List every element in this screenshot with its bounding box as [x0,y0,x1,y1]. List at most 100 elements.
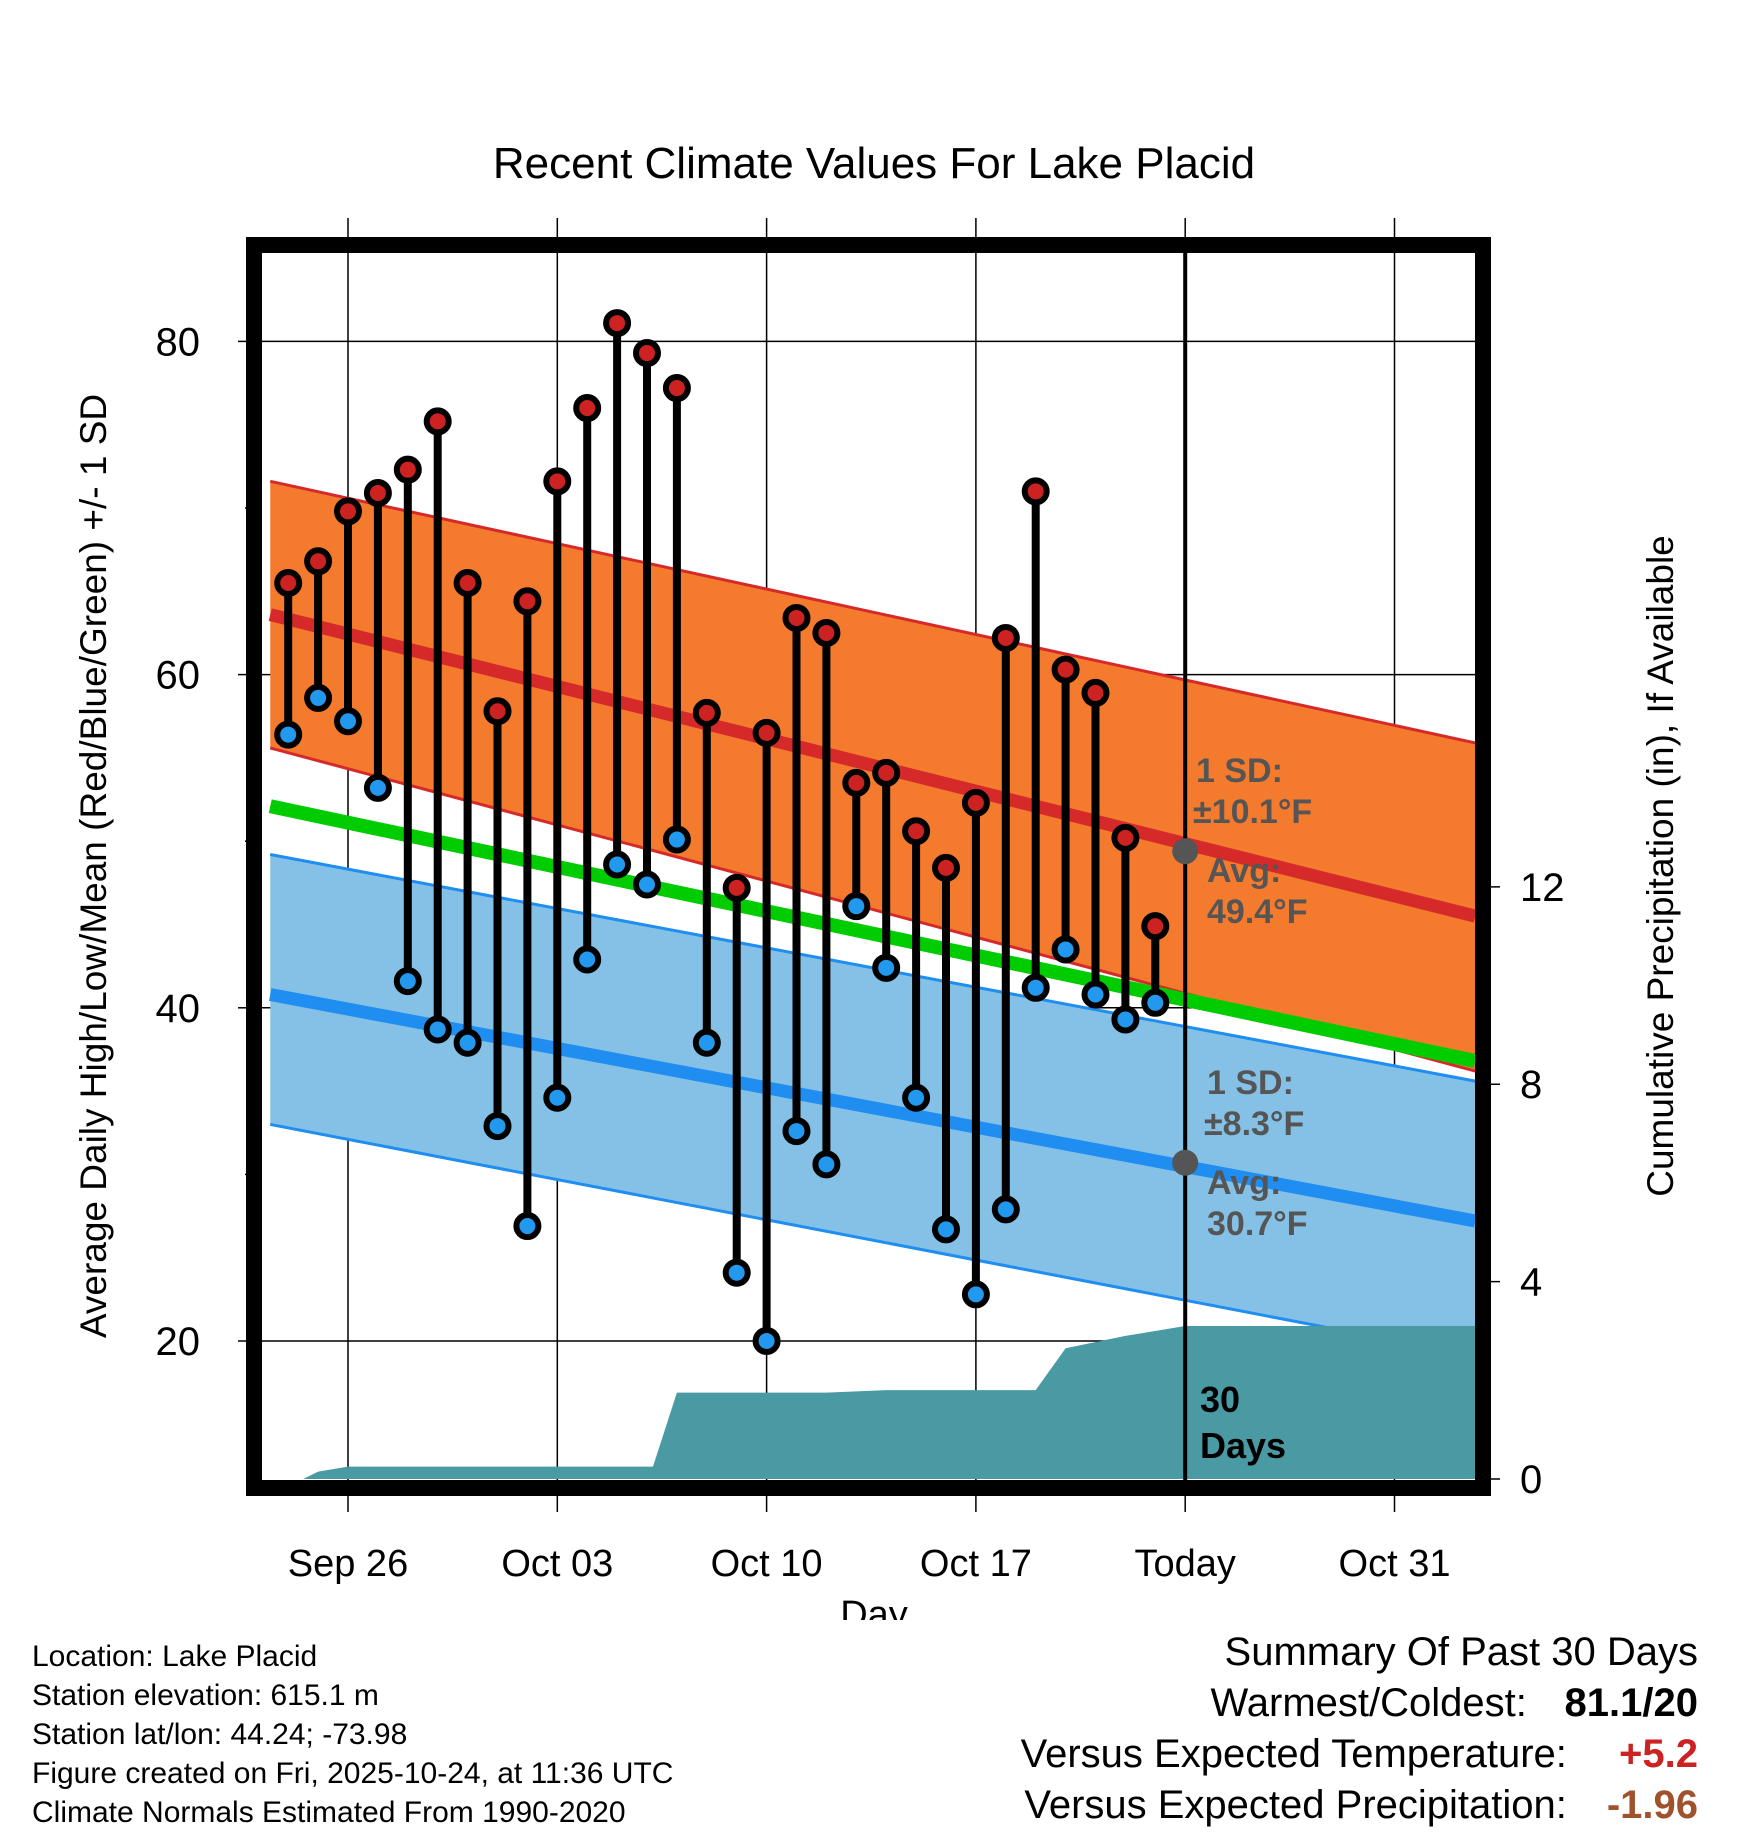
plot-frame [246,237,1491,1496]
daily-high-point [902,817,931,846]
precip-anomaly-label: Versus Expected Precipitation: [1024,1783,1567,1827]
daily-high-point [363,479,392,508]
daily-high-point [1111,823,1140,852]
warm-cold-value: 81.1/20 [1564,1681,1698,1725]
x-tick-label: Oct 31 [1339,1543,1451,1585]
daily-high-point [393,455,422,484]
daily-high-point [782,603,811,632]
x-tick-label: Sep 26 [288,1543,408,1585]
low-avg-marker [1172,1149,1199,1176]
daily-low-point [812,1150,841,1179]
days-count-label: 30 [1200,1379,1240,1420]
low-sd-label: 1 SD: [1207,1064,1294,1102]
daily-high-point [603,309,632,338]
high-sd-label: 1 SD: [1196,752,1283,790]
y-tick-label: 20 [156,1320,201,1364]
daily-high-point [304,547,333,576]
location-text: Location: Lake Placid [32,1640,318,1673]
daily-low-point [722,1258,751,1287]
daily-high-point [1081,678,1110,707]
x-tick-label: Oct 03 [501,1543,613,1585]
daily-low-point [932,1215,960,1244]
daily-high-point [543,467,572,496]
chart-title: Recent Climate Values For Lake Placid [493,139,1255,188]
daily-high-point [483,697,512,726]
daily-low-point [782,1117,811,1146]
temp-anomaly-label: Versus Expected Temperature: [1020,1732,1567,1776]
days-word-label: Days [1200,1425,1286,1466]
precip-anomaly-value: -1.96 [1606,1783,1698,1827]
summary-temp-row: Versus Expected Temperature: +5.2 [1021,1729,1698,1780]
daily-low-point [991,1195,1020,1224]
low-avg-value: 30.7°F [1207,1205,1308,1243]
y2-tick-label: 0 [1520,1458,1542,1502]
elevation-text: Station elevation: 615.1 m [32,1679,379,1712]
daily-high-point [1051,655,1080,684]
high-sd-band-edge [269,479,1475,745]
warm-cold-label: Warmest/Coldest: [1210,1681,1527,1725]
daily-high-point [1141,912,1170,941]
daily-low-point [603,850,632,879]
daily-high-point [633,339,661,368]
daily-low-point [334,707,362,736]
climate-chart: Recent Climate Values For Lake Placid 1 … [73,139,1681,1620]
summary-title: Summary Of Past 30 Days [1224,1630,1698,1674]
daily-high-point [842,768,871,797]
daily-low-point [573,945,602,974]
summary-precip-row: Versus Expected Precipitation: -1.96 [1021,1780,1698,1831]
daily-low-point [274,720,303,749]
daily-high-point [692,698,721,727]
x-axis-label: Day [840,1594,908,1620]
daily-high-point [453,568,482,597]
daily-high-point [991,623,1020,652]
daily-low-point [363,773,392,802]
daily-high-point [423,407,452,436]
y2-tick-label: 4 [1520,1261,1542,1305]
daily-low-point [1021,973,1050,1002]
axes: 20 40 60 80 0 4 8 12 Sep 26 Oct 03 Oct 10 Oct 17 Tod… [156,218,1565,1585]
y2-tick-label: 12 [1520,866,1565,910]
daily-low-point [543,1083,572,1112]
y-axis-label: Average Daily High/Low/Mean (Red/Blue/Gr… [73,394,114,1338]
station-info: Location: Lake Placid Station elevation:… [32,1637,673,1832]
daily-high-point [1021,477,1050,506]
y-tick-label: 60 [156,654,201,698]
daily-high-point [662,374,691,403]
daily-low-point [453,1028,482,1057]
plot-area [268,309,1475,1479]
y-tick-label: 80 [156,320,201,364]
x-tick-label: Today [1134,1543,1235,1585]
y-tick-label: 40 [156,987,201,1031]
daily-high-point [812,618,841,647]
x-tick-label: Oct 17 [920,1543,1032,1585]
high-avg-marker [1172,838,1199,865]
daily-low-point [393,967,422,996]
daily-high-point [573,394,602,423]
daily-low-point [692,1028,721,1057]
annotations: 1 SD: ±10.1°F Avg: 49.4°F 1 SD: ±8.3°F A… [1193,752,1312,1466]
daily-low-point [1111,1005,1140,1034]
high-sd-value: ±10.1°F [1193,793,1312,831]
daily-high-point [334,497,362,526]
daily-low-point [304,683,333,712]
daily-high-point [752,718,781,747]
daily-low-point [633,870,661,899]
daily-low-point [1081,980,1110,1009]
y2-axis-label: Cumulative Precipitation (in), If Availa… [1640,535,1681,1197]
daily-high-point [722,873,751,902]
daily-high-point [513,587,542,616]
low-sd-band-edge [269,1122,1475,1358]
daily-low-point [423,1015,452,1044]
low-sd-value: ±8.3°F [1204,1105,1304,1143]
today-marker [1172,253,1199,1480]
high-avg-value: 49.4°F [1207,893,1308,931]
daily-low-point [513,1212,542,1241]
summary-panel: Summary Of Past 30 Days Warmest/Coldest:… [1021,1627,1698,1831]
normals-text: Climate Normals Estimated From 1990-2020 [32,1796,626,1829]
daily-low-point [483,1112,512,1141]
daily-high-point [961,788,990,817]
daily-low-point [872,953,901,982]
cumulative-precip-area [303,1326,1475,1479]
daily-low-point [662,825,691,854]
daily-high-point [872,758,901,787]
